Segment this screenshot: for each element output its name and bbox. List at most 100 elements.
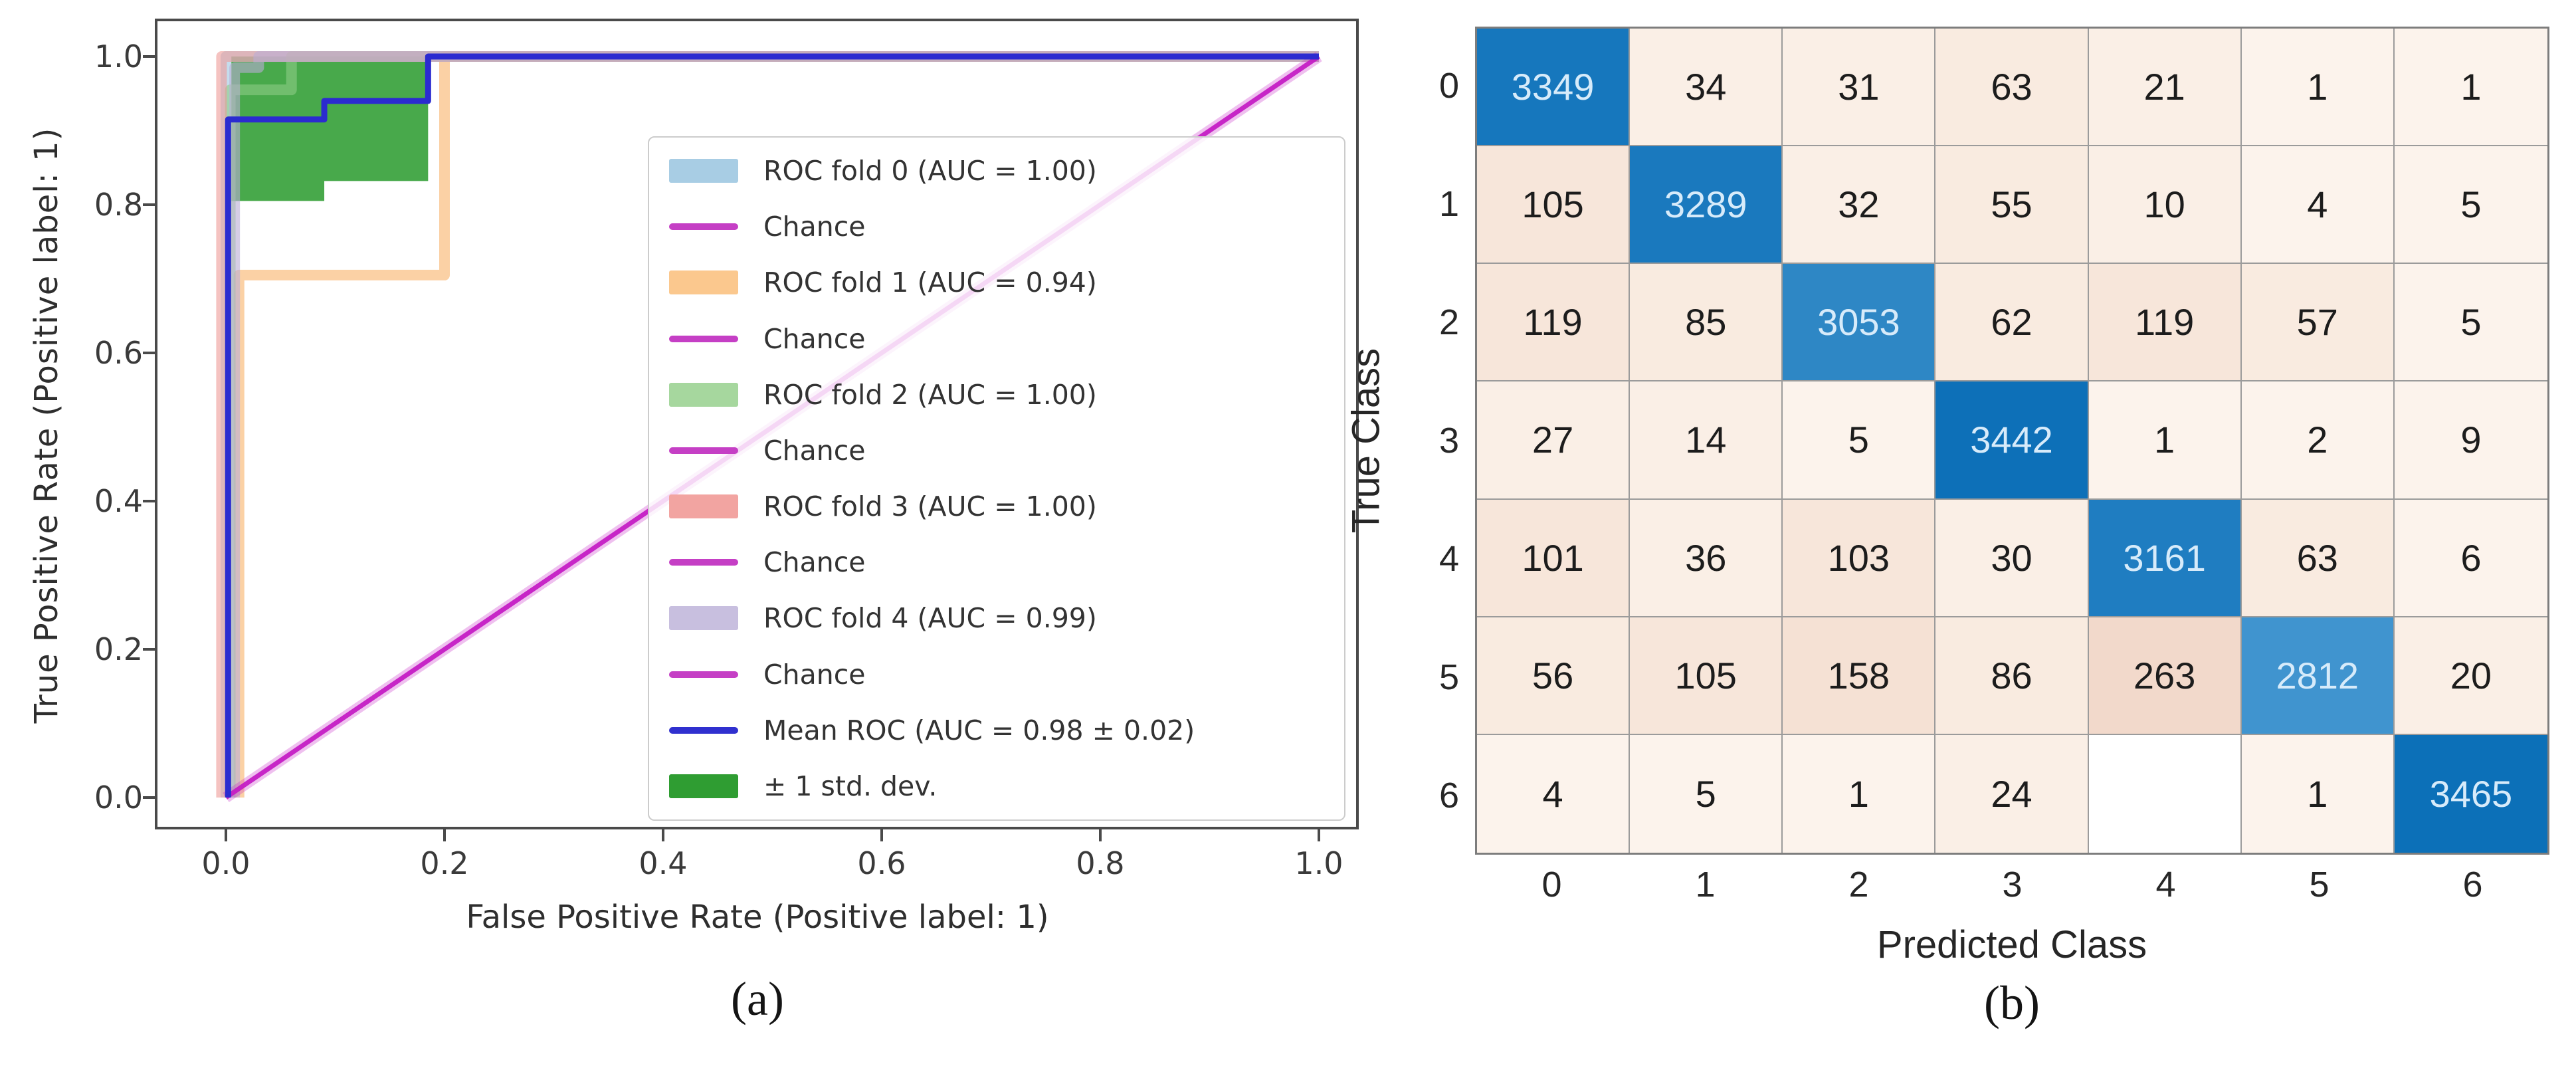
roc-x-tick-label: 1.0 bbox=[1294, 845, 1343, 881]
cm-cell-0-2: 31 bbox=[1783, 29, 1936, 147]
legend-item: ROC fold 3 (AUC = 1.00) bbox=[669, 490, 1324, 522]
cm-col-label-2: 2 bbox=[1848, 865, 1869, 905]
cm-row-label-3: 3 bbox=[1438, 421, 1459, 461]
cm-cell-4-5: 63 bbox=[2241, 499, 2395, 617]
legend-swatch-patch bbox=[669, 270, 738, 295]
caption-a: (a) bbox=[731, 972, 784, 1025]
roc-axes-frame bbox=[155, 19, 1359, 829]
cm-cell-1-4: 10 bbox=[2088, 146, 2242, 265]
confusion-matrix: 3349 34 31 63 21 1 1 105 3289 32 55 10 4 5 119 85 3053 62… bbox=[1475, 27, 2549, 855]
cm-cell-5-2: 158 bbox=[1783, 617, 1936, 735]
roc-curve-mean-roc bbox=[225, 53, 1319, 798]
cm-cell-6-5: 1 bbox=[2241, 734, 2395, 853]
legend-item: ROC fold 0 (AUC = 1.00) bbox=[669, 155, 1324, 187]
cm-cell-6-4 bbox=[2088, 734, 2242, 853]
cm-cell-6-6: 3465 bbox=[2394, 734, 2547, 853]
cm-col-label-1: 1 bbox=[1695, 865, 1716, 905]
cm-cell-4-0: 101 bbox=[1477, 499, 1631, 617]
legend-label: ROC fold 3 (AUC = 1.00) bbox=[763, 490, 1097, 523]
roc-x-tick-label: 0.6 bbox=[857, 845, 906, 881]
cm-cell-3-2: 5 bbox=[1783, 381, 1936, 500]
legend-label: Chance bbox=[763, 322, 866, 355]
legend-swatch-patch bbox=[669, 159, 738, 183]
legend-label: ROC fold 1 (AUC = 0.94) bbox=[763, 267, 1097, 299]
legend-swatch-line bbox=[669, 223, 738, 231]
cm-cell-1-6: 5 bbox=[2394, 146, 2547, 265]
legend-item: ROC fold 4 (AUC = 0.99) bbox=[669, 602, 1324, 634]
cm-cell-5-6: 20 bbox=[2394, 617, 2547, 735]
caption-b: (b) bbox=[1984, 976, 2040, 1029]
legend-label: ± 1 std. dev. bbox=[763, 770, 938, 802]
cm-cell-1-5: 4 bbox=[2241, 146, 2395, 265]
legend-item: ± 1 std. dev. bbox=[669, 770, 1324, 802]
cm-cell-6-2: 1 bbox=[1783, 734, 1936, 853]
roc-legend: ROC fold 0 (AUC = 1.00) Chance ROC fold 1 … bbox=[648, 136, 1345, 821]
legend-swatch-line bbox=[669, 447, 738, 454]
cm-cell-3-5: 2 bbox=[2241, 381, 2395, 500]
cm-cell-3-6: 9 bbox=[2394, 381, 2547, 500]
cm-cell-3-0: 27 bbox=[1477, 381, 1631, 500]
cm-cell-2-4: 119 bbox=[2088, 264, 2242, 382]
roc-curves bbox=[216, 51, 1322, 802]
legend-item: Mean ROC (AUC = 0.98 ± 0.02) bbox=[669, 714, 1324, 746]
cm-col-label-5: 5 bbox=[2309, 865, 2329, 905]
cm-cell-3-4: 1 bbox=[2088, 381, 2242, 500]
cm-col-label-3: 3 bbox=[2002, 865, 2023, 905]
cm-cell-2-1: 85 bbox=[1630, 264, 1783, 382]
cm-cell-0-5: 1 bbox=[2241, 29, 2395, 147]
legend-label: Chance bbox=[763, 546, 866, 579]
cm-cell-6-3: 24 bbox=[1935, 734, 2089, 853]
cm-cell-2-6: 5 bbox=[2394, 264, 2547, 382]
cm-cell-0-0: 3349 bbox=[1477, 29, 1631, 147]
cm-cell-2-2: 3053 bbox=[1783, 264, 1936, 382]
legend-swatch-patch bbox=[669, 774, 738, 798]
roc-x-axis-label: False Positive Rate (Positive label: 1) bbox=[466, 899, 1049, 936]
cm-cell-5-4: 263 bbox=[2088, 617, 2242, 735]
roc-y-tick-label: 0.4 bbox=[94, 483, 143, 519]
cm-cell-4-1: 36 bbox=[1630, 499, 1783, 617]
legend-item: ROC fold 1 (AUC = 0.94) bbox=[669, 267, 1324, 298]
cm-cell-5-3: 86 bbox=[1935, 617, 2089, 735]
legend-swatch-line bbox=[669, 671, 738, 678]
cm-row-label-6: 6 bbox=[1438, 776, 1459, 815]
legend-swatch-line bbox=[669, 335, 738, 342]
cm-cell-2-5: 57 bbox=[2241, 264, 2395, 382]
legend-label: Chance bbox=[763, 434, 866, 467]
legend-item: Chance bbox=[669, 323, 1324, 355]
legend-label: Chance bbox=[763, 658, 866, 691]
cm-row-label-5: 5 bbox=[1438, 657, 1459, 697]
legend-label: ROC fold 0 (AUC = 1.00) bbox=[763, 155, 1097, 187]
legend-swatch-line bbox=[669, 726, 738, 734]
cm-cell-0-6: 1 bbox=[2394, 29, 2547, 147]
roc-y-tick-label: 0.2 bbox=[94, 631, 143, 667]
cm-cell-2-0: 119 bbox=[1477, 264, 1631, 382]
cm-cell-1-0: 105 bbox=[1477, 146, 1631, 265]
legend-swatch-patch bbox=[669, 606, 738, 631]
cm-row-label-1: 1 bbox=[1438, 184, 1459, 224]
cm-cell-0-1: 34 bbox=[1630, 29, 1783, 147]
cm-col-label-0: 0 bbox=[1541, 865, 1562, 905]
cm-x-axis-label: Predicted Class bbox=[1876, 923, 2147, 966]
std-dev-band-area bbox=[231, 56, 429, 201]
cm-row-label-4: 4 bbox=[1438, 539, 1459, 579]
cm-cell-0-4: 21 bbox=[2088, 29, 2242, 147]
legend-item: Chance bbox=[669, 435, 1324, 467]
cm-cell-0-3: 63 bbox=[1935, 29, 2089, 147]
legend-item: Chance bbox=[669, 211, 1324, 243]
std-dev-band bbox=[231, 56, 429, 201]
cm-cell-5-0: 56 bbox=[1477, 617, 1631, 735]
cm-col-label-4: 4 bbox=[2155, 865, 2176, 905]
cm-cell-4-6: 6 bbox=[2394, 499, 2547, 617]
roc-y-tick-label: 0.8 bbox=[94, 187, 143, 223]
cm-cell-4-3: 30 bbox=[1935, 499, 2089, 617]
cm-cell-4-4: 3161 bbox=[2088, 499, 2242, 617]
legend-label: Mean ROC (AUC = 0.98 ± 0.02) bbox=[763, 714, 1195, 746]
cm-cell-1-1: 3289 bbox=[1630, 146, 1783, 265]
legend-label: Chance bbox=[763, 211, 866, 243]
legend-swatch-patch bbox=[669, 382, 738, 407]
cm-cell-1-3: 55 bbox=[1935, 146, 2089, 265]
cm-cell-6-0: 4 bbox=[1477, 734, 1631, 853]
roc-y-tick-label: 0.0 bbox=[94, 780, 143, 815]
